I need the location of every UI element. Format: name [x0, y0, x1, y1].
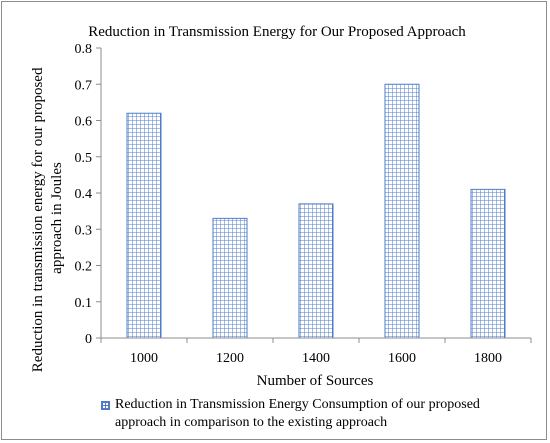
y-axis-ticks: 0 0.1 0.2 0.3 0.4 0.5 0.6 0.7 0.8: [75, 42, 101, 347]
x-axis-label: Number of Sources: [257, 373, 374, 389]
legend-swatch: [101, 401, 110, 410]
y-axis-label-line-2: approach in Joules: [49, 162, 65, 274]
y-tick-label: 0.7: [75, 78, 93, 93]
y-axis-label-line-1: Reduction in transmission energy for our…: [30, 67, 46, 372]
chart-title: Reduction in Transmission Energy for Our…: [88, 24, 466, 40]
x-tick-label: 1000: [130, 351, 158, 366]
y-tick-label: 0.5: [75, 151, 93, 166]
bar-1400: [298, 203, 334, 339]
y-tick-label: 0.2: [75, 260, 93, 275]
x-axis-ticks: 1000 1200 1400 1600 1800: [100, 338, 532, 366]
x-tick-label: 1200: [216, 351, 244, 366]
x-tick-label: 1800: [474, 351, 502, 366]
x-tick-label: 1400: [302, 351, 330, 366]
y-tick-label: 0.8: [75, 42, 93, 57]
y-tick-label: 0.4: [75, 187, 93, 202]
bar-1600: [384, 83, 420, 339]
y-axis-label: Reduction in transmission energy for our…: [30, 64, 65, 372]
y-tick-label: 0: [85, 332, 92, 347]
y-tick-label: 0.1: [75, 296, 93, 311]
bar-1800: [470, 188, 506, 339]
y-tick-label: 0.3: [75, 223, 93, 238]
y-tick-label: 0.6: [75, 115, 93, 130]
bar-1200: [212, 217, 248, 339]
bar-1000: [126, 112, 162, 339]
x-tick-label: 1600: [388, 351, 416, 366]
bars: [126, 83, 506, 339]
legend-label: Reduction in Transmission Energy Consump…: [115, 397, 480, 430]
